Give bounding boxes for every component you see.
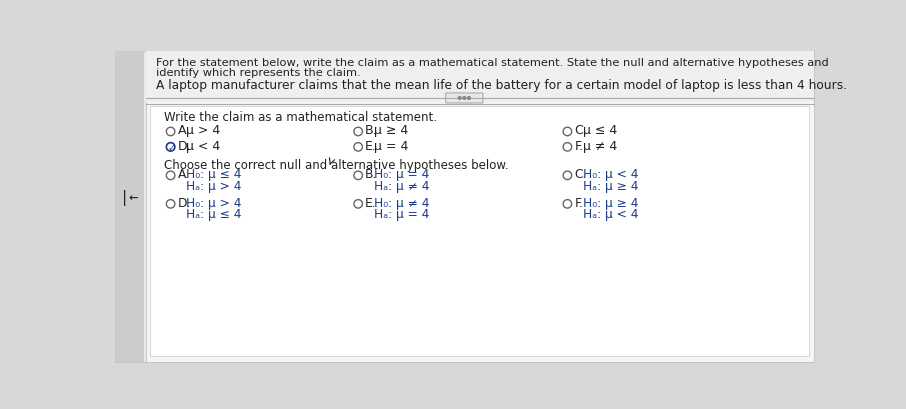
Text: D.: D.: [178, 197, 191, 209]
Circle shape: [458, 97, 461, 99]
Text: H₀: μ ≤ 4: H₀: μ ≤ 4: [186, 168, 242, 181]
Text: H₀: μ ≥ 4: H₀: μ ≥ 4: [583, 197, 639, 209]
Circle shape: [467, 97, 470, 99]
Text: μ = 4: μ = 4: [373, 139, 408, 153]
Text: Hₐ: μ ≥ 4: Hₐ: μ ≥ 4: [583, 180, 639, 193]
Text: B.: B.: [365, 168, 378, 181]
Text: F.: F.: [574, 139, 583, 153]
Text: μ < 4: μ < 4: [186, 139, 220, 153]
Text: identify which represents the claim.: identify which represents the claim.: [156, 67, 361, 78]
Text: μ ≥ 4: μ ≥ 4: [373, 124, 408, 137]
FancyBboxPatch shape: [146, 51, 814, 102]
Text: B.: B.: [365, 124, 378, 137]
Text: F.: F.: [574, 197, 583, 209]
Text: μ > 4: μ > 4: [186, 124, 220, 137]
Text: Choose the correct null and alternative hypotheses below.: Choose the correct null and alternative …: [164, 159, 508, 172]
Text: A.: A.: [178, 124, 190, 137]
Text: Hₐ: μ ≤ 4: Hₐ: μ ≤ 4: [186, 208, 242, 221]
Text: Hₐ: μ ≠ 4: Hₐ: μ ≠ 4: [373, 180, 429, 193]
FancyBboxPatch shape: [115, 51, 144, 362]
Text: C.: C.: [574, 124, 587, 137]
Text: μ ≠ 4: μ ≠ 4: [583, 139, 617, 153]
Text: Hₐ: μ > 4: Hₐ: μ > 4: [186, 180, 242, 193]
Circle shape: [463, 97, 466, 99]
Text: H₀: μ = 4: H₀: μ = 4: [373, 168, 429, 181]
Text: A laptop manufacturer claims that the mean life of the battery for a certain mod: A laptop manufacturer claims that the me…: [156, 79, 847, 92]
FancyBboxPatch shape: [146, 51, 814, 362]
Text: Hₐ: μ < 4: Hₐ: μ < 4: [583, 208, 639, 221]
Text: E.: E.: [365, 139, 377, 153]
FancyBboxPatch shape: [446, 93, 483, 103]
Text: H₀: μ ≠ 4: H₀: μ ≠ 4: [373, 197, 429, 209]
Text: H₀: μ < 4: H₀: μ < 4: [583, 168, 639, 181]
Text: H₀: μ > 4: H₀: μ > 4: [186, 197, 242, 209]
Text: μ ≤ 4: μ ≤ 4: [583, 124, 617, 137]
Text: For the statement below, write the claim as a mathematical statement. State the : For the statement below, write the claim…: [156, 58, 829, 67]
Text: |←: |←: [120, 191, 138, 207]
Text: ✓: ✓: [168, 143, 176, 153]
Text: E.: E.: [365, 197, 377, 209]
Text: C.: C.: [574, 168, 587, 181]
FancyBboxPatch shape: [115, 51, 814, 362]
FancyBboxPatch shape: [150, 106, 809, 356]
Text: Hₐ: μ = 4: Hₐ: μ = 4: [373, 208, 429, 221]
Text: A.: A.: [178, 168, 189, 181]
Text: Write the claim as a mathematical statement.: Write the claim as a mathematical statem…: [164, 111, 437, 124]
Text: D.: D.: [178, 139, 191, 153]
